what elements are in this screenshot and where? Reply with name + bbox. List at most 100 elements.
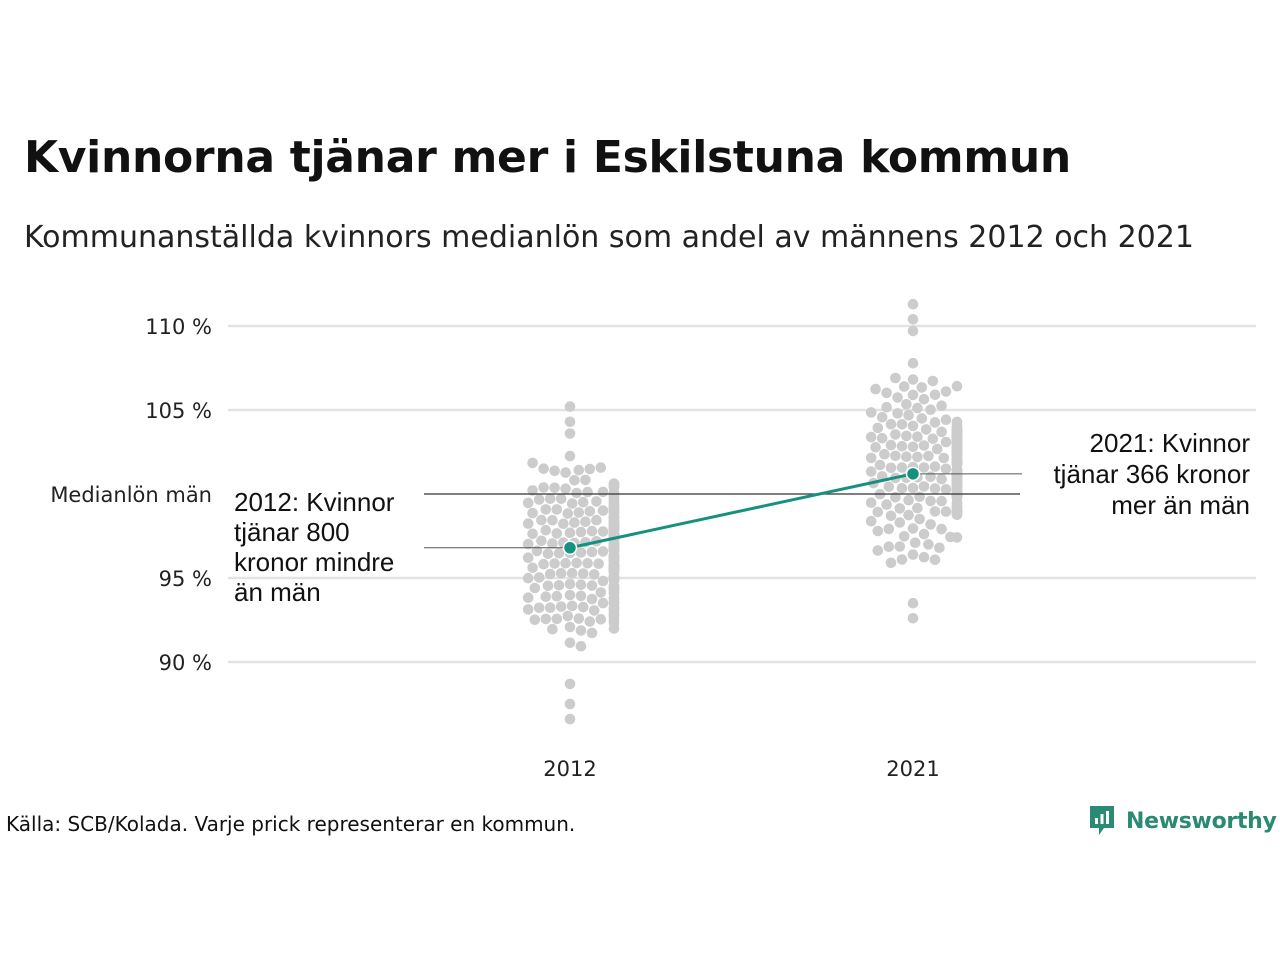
municipality-dot xyxy=(865,431,877,443)
municipality-dot xyxy=(903,509,914,521)
municipality-dot xyxy=(931,443,943,455)
municipality-dot xyxy=(560,557,571,569)
municipality-dot xyxy=(575,526,587,538)
municipality-dot xyxy=(560,467,571,478)
municipality-dot xyxy=(571,557,582,569)
municipality-dot xyxy=(896,440,908,452)
municipality-dot xyxy=(522,552,534,563)
municipality-dot xyxy=(566,600,578,612)
municipality-dot xyxy=(595,614,607,625)
municipality-dot xyxy=(929,506,941,517)
municipality-dot xyxy=(907,549,919,560)
municipality-dot xyxy=(522,592,534,603)
municipality-dot xyxy=(923,450,934,462)
chart-title: Kvinnorna tjänar mer i Eskilstuna kommun xyxy=(24,132,1071,183)
municipality-dot xyxy=(522,497,534,509)
municipality-dot xyxy=(564,698,576,710)
municipality-dot xyxy=(553,580,565,591)
municipality-dot xyxy=(551,590,563,602)
municipality-dot xyxy=(564,589,576,601)
municipality-dot xyxy=(533,602,545,614)
municipality-dot xyxy=(865,452,877,464)
chart-subtitle: Kommunanställda kvinnors medianlön som a… xyxy=(24,220,1194,255)
municipality-dot xyxy=(573,507,585,518)
municipality-dot xyxy=(865,497,877,509)
municipality-dot xyxy=(577,496,589,508)
municipality-dot xyxy=(584,463,596,475)
municipality-dot xyxy=(929,417,941,428)
grid-lines xyxy=(228,324,1256,664)
municipality-dot xyxy=(909,537,921,548)
municipality-dot xyxy=(912,451,923,463)
municipality-dot xyxy=(586,525,598,537)
source-note: Källa: SCB/Kolada. Varje prick represent… xyxy=(6,812,576,836)
municipality-dot xyxy=(564,578,576,590)
brand-logo[interactable]: Newsworthy xyxy=(1088,804,1277,838)
municipality-dot xyxy=(569,475,580,486)
municipality-dot xyxy=(907,441,919,453)
municipality-dot xyxy=(920,424,932,435)
municipality-dot xyxy=(562,508,574,519)
municipality-dot xyxy=(940,386,952,397)
municipality-dot xyxy=(894,517,906,528)
municipality-dot xyxy=(608,478,620,490)
municipality-dot xyxy=(597,486,609,498)
municipality-dot xyxy=(881,401,892,413)
municipality-dot xyxy=(907,325,919,337)
chart-labels: 90 % 95 % 105 % 110 % Medianlön män 2012 2021 2… xyxy=(50,315,1250,781)
municipality-dot xyxy=(890,450,901,462)
municipality-dot xyxy=(560,483,571,495)
municipality-dot xyxy=(940,463,952,475)
municipality-dot xyxy=(925,495,936,507)
municipality-dot xyxy=(918,393,930,405)
municipality-dot xyxy=(951,509,963,520)
municipality-dot xyxy=(907,298,919,310)
municipality-dot xyxy=(881,499,892,510)
municipality-dot xyxy=(896,483,908,494)
municipality-dot xyxy=(872,506,884,518)
municipality-dot xyxy=(870,383,881,395)
municipality-dot xyxy=(527,485,538,496)
municipality-dot xyxy=(544,602,556,613)
municipality-dot xyxy=(584,506,596,517)
municipality-dot xyxy=(564,450,576,462)
municipality-dot xyxy=(925,404,936,416)
municipality-dot xyxy=(533,494,545,505)
municipality-dot xyxy=(564,416,576,428)
municipality-dot xyxy=(883,523,895,535)
municipality-dot xyxy=(566,567,578,579)
municipality-dot xyxy=(870,442,881,453)
municipality-dot xyxy=(934,542,945,554)
x-tick-label: 2012 xyxy=(543,757,596,781)
municipality-dot xyxy=(940,414,952,426)
municipality-dot xyxy=(595,462,607,473)
municipality-dot xyxy=(551,613,563,625)
municipality-dot xyxy=(586,627,598,639)
municipality-dot xyxy=(883,481,895,493)
municipality-dot xyxy=(577,601,589,613)
municipality-dot xyxy=(927,433,939,445)
municipality-dot xyxy=(936,495,947,507)
municipality-dot xyxy=(907,523,919,534)
municipality-dot xyxy=(538,558,549,570)
municipality-dot xyxy=(593,558,604,570)
municipality-dot xyxy=(936,523,947,535)
municipality-dot xyxy=(907,357,919,369)
municipality-dot xyxy=(553,547,565,559)
municipality-dot xyxy=(540,591,552,602)
municipality-dot xyxy=(588,605,600,616)
x-tick-label: 2021 xyxy=(886,757,939,781)
municipality-dot xyxy=(940,484,952,495)
municipality-dot xyxy=(527,507,538,519)
municipality-dot xyxy=(872,422,884,434)
municipality-dot xyxy=(898,531,910,542)
municipality-dot xyxy=(914,491,925,503)
municipality-dot xyxy=(907,389,919,401)
municipality-dot xyxy=(876,432,888,444)
municipality-dot xyxy=(907,597,919,609)
municipality-dot xyxy=(555,601,567,612)
municipality-dot xyxy=(912,502,923,514)
municipality-dot xyxy=(912,431,923,443)
municipality-dot xyxy=(951,380,963,392)
